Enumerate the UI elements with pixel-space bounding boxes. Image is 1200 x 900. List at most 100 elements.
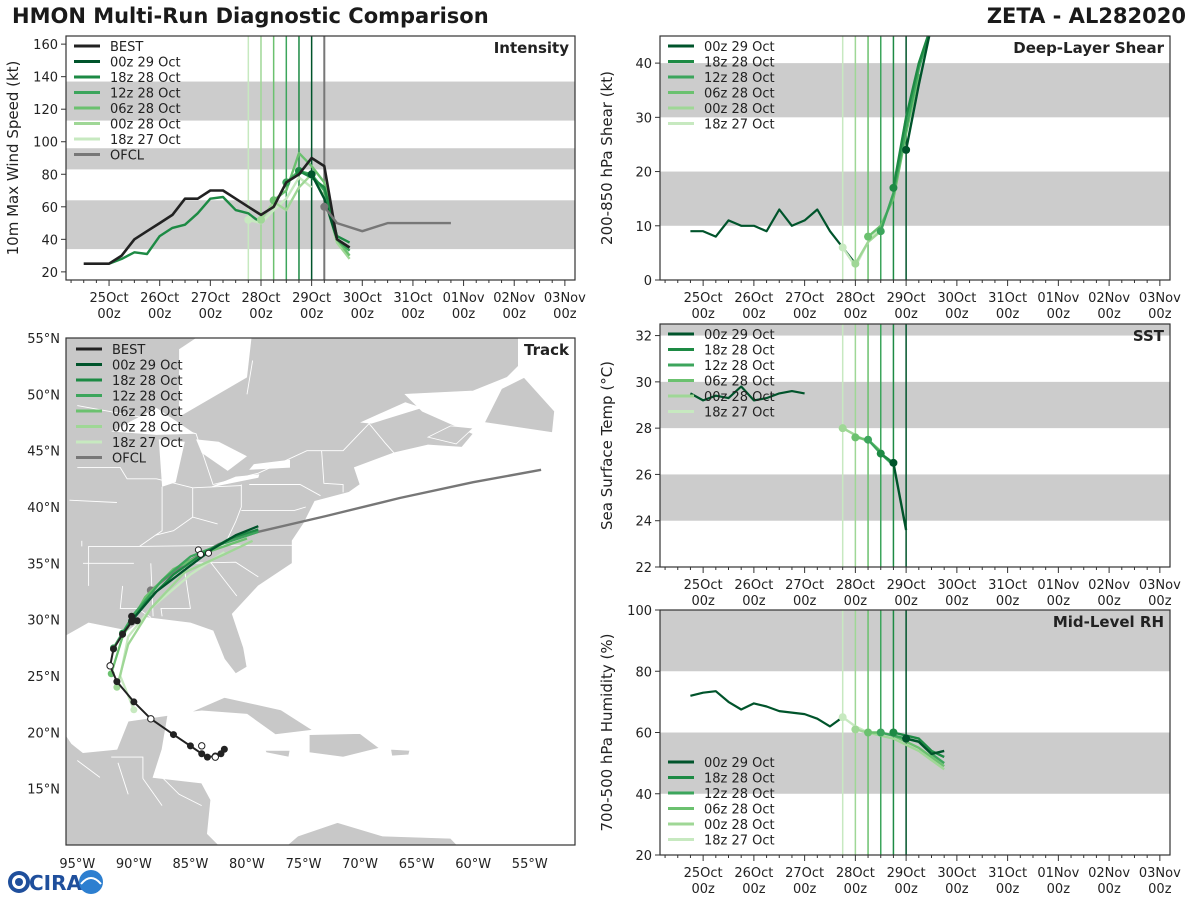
- best-track-point: [169, 731, 177, 739]
- x-tick-label: 27Oct: [785, 291, 824, 306]
- x-tick-label: 00z: [1148, 594, 1172, 609]
- x-tick-label: 00z: [97, 307, 121, 322]
- lon-tick-label: 75°W: [286, 857, 322, 872]
- history-line: [689, 385, 805, 402]
- x-tick-label: 28Oct: [241, 291, 280, 306]
- border-line: [88, 544, 295, 586]
- series-start-point: [851, 433, 860, 442]
- border-line: [119, 585, 152, 618]
- run-track: [115, 539, 254, 688]
- legend-entry: 18z 27 Oct: [704, 118, 775, 133]
- series-start-point: [864, 232, 873, 241]
- lake-huron: [196, 439, 247, 471]
- x-tick-label: 00z: [945, 307, 969, 322]
- x-tick-label: 00z: [793, 307, 817, 322]
- series-start-point: [838, 243, 847, 252]
- x-tick-label: 00z: [691, 307, 715, 322]
- x-tick-label: 00z: [894, 594, 918, 609]
- x-tick-label: 03Nov: [1139, 866, 1181, 881]
- series-start-point: [307, 170, 316, 179]
- x-tick-label: 00z: [945, 882, 969, 897]
- band: [660, 474, 1170, 521]
- lon-tick-label: 85°W: [172, 857, 208, 872]
- series-start-point: [902, 145, 911, 154]
- best-track-open-point: [147, 715, 155, 723]
- series-start-point: [864, 728, 873, 737]
- legend-entry: 18z 27 Oct: [704, 406, 775, 421]
- border-line: [209, 560, 238, 597]
- border-line: [156, 771, 202, 807]
- legend-entry: 00z 28 Oct: [112, 421, 183, 436]
- border-line: [249, 484, 321, 497]
- x-tick-label: 00z: [452, 307, 476, 322]
- series-start-point: [851, 725, 860, 734]
- legend-entry: 00z 28 Oct: [704, 818, 775, 833]
- y-tick-label: 32: [635, 330, 652, 345]
- x-tick-label: 29Oct: [292, 291, 331, 306]
- legend-entry: 12z 28 Oct: [112, 390, 183, 405]
- panel-shear: 01020304025Oct00z26Oct00z27Oct00z28Oct00…: [598, 35, 1181, 322]
- x-tick-label: 00z: [503, 307, 527, 322]
- best-track-open-point: [211, 753, 220, 761]
- legend-entry: 06z 28 Oct: [704, 803, 775, 818]
- land-puerto-rico: [390, 748, 411, 757]
- x-tick-label: 27Oct: [785, 578, 824, 593]
- legend-entry: 18z 28 Oct: [704, 772, 775, 787]
- lon-tick-label: 60°W: [455, 857, 491, 872]
- series-line: [892, 462, 908, 531]
- x-tick-label: 00z: [742, 594, 766, 609]
- best-track-point: [128, 612, 136, 620]
- x-tick-label: 03Nov: [544, 291, 586, 306]
- x-tick-label: 31Oct: [988, 578, 1027, 593]
- x-tick-label: 00z: [742, 307, 766, 322]
- legend-entry: 06z 28 Oct: [112, 405, 183, 420]
- map-area: [66, 338, 575, 845]
- band: [660, 324, 1170, 336]
- lon-tick-label: 65°W: [399, 857, 435, 872]
- border-line: [69, 499, 117, 503]
- y-tick-label: 100: [33, 136, 58, 151]
- best-track-point: [130, 698, 138, 706]
- lat-tick-label: 20°N: [27, 726, 60, 741]
- lon-tick-label: 95°W: [59, 857, 95, 872]
- cira-logo: CIRA: [8, 870, 103, 895]
- logo-text: CIRA: [29, 871, 83, 895]
- legend-entry: 18z 28 Oct: [704, 56, 775, 71]
- figure-title: HMON Multi-Run Diagnostic Comparison: [12, 4, 489, 28]
- x-tick-label: 00z: [996, 882, 1020, 897]
- lat-tick-label: 50°N: [27, 388, 60, 403]
- series-start-point: [864, 435, 873, 444]
- band: [66, 81, 575, 121]
- legend-entry: OFCL: [110, 149, 145, 164]
- x-tick-label: 25Oct: [684, 866, 723, 881]
- legend-entry: 12z 28 Oct: [704, 359, 775, 374]
- legend-entry: 06z 28 Oct: [704, 375, 775, 390]
- legend-entry: 18z 28 Oct: [110, 71, 181, 86]
- legend-entry: 00z 29 Oct: [704, 40, 775, 55]
- x-tick-label: 00z: [844, 307, 868, 322]
- y-tick-label: 10: [635, 220, 652, 235]
- best-track-point: [198, 750, 206, 758]
- x-tick-label: 29Oct: [887, 866, 926, 881]
- legend-entry: 18z 28 Oct: [112, 374, 183, 389]
- legend-entry: 06z 28 Oct: [110, 102, 181, 117]
- y-tick-label: 140: [33, 71, 58, 86]
- best-track: [109, 615, 226, 759]
- x-tick-label: 26Oct: [140, 291, 179, 306]
- x-tick-label: 00z: [1148, 307, 1172, 322]
- land-hispaniola: [308, 733, 381, 758]
- panel-sst: 22242628303225Oct00z26Oct00z27Oct00z28Oc…: [598, 323, 1181, 609]
- x-tick-label: 00z: [351, 307, 375, 322]
- panel-title: Intensity: [494, 39, 570, 57]
- x-tick-label: 02Nov: [1088, 291, 1130, 306]
- legend-entry: 00z 28 Oct: [110, 118, 181, 133]
- x-tick-label: 30Oct: [937, 866, 976, 881]
- x-tick-label: 00z: [1097, 594, 1121, 609]
- x-tick-label: 00z: [691, 594, 715, 609]
- y-tick-label: 160: [33, 38, 58, 53]
- border-line: [155, 516, 218, 536]
- x-tick-label: 03Nov: [1139, 578, 1181, 593]
- y-axis-label: 10m Max Wind Speed (kt): [4, 61, 22, 256]
- border-line: [142, 778, 163, 806]
- series-start-point: [876, 449, 885, 458]
